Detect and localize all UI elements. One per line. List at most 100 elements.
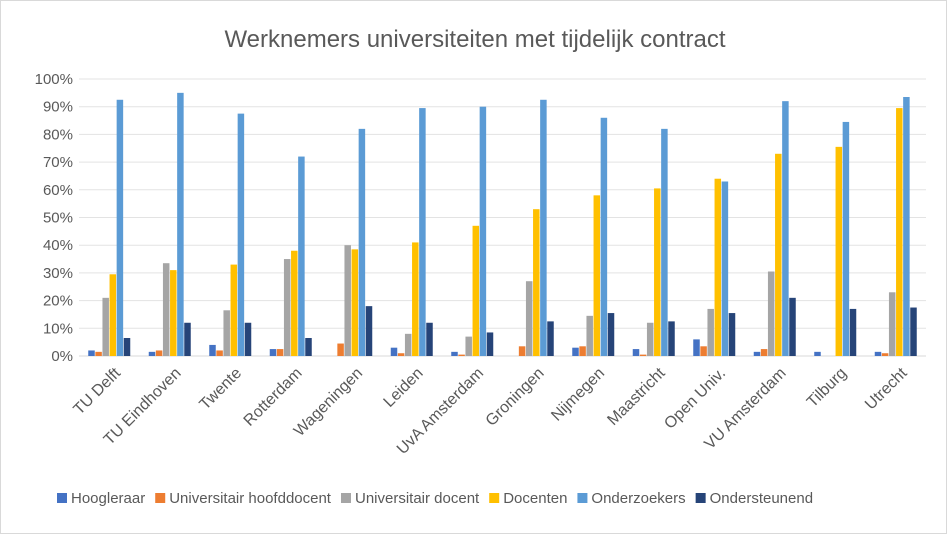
bar-onderzoekers — [419, 108, 426, 357]
bar-ondersteunend — [849, 308, 857, 356]
bar-ondersteunend — [668, 321, 675, 356]
bar-ondersteunend — [486, 332, 494, 356]
bar-hoogleraar — [693, 339, 700, 356]
bar-universitair-hoofddocent — [579, 346, 586, 356]
bar-universitair-hoofddocent — [155, 350, 163, 356]
bar-docenten — [109, 274, 117, 356]
bar-ondersteunend — [547, 321, 554, 356]
bar-universitair-docent — [707, 308, 714, 356]
bar-ondersteunend — [305, 337, 312, 356]
bar-docenten — [714, 178, 722, 356]
y-tick-label: 70% — [43, 154, 73, 171]
bar-docenten — [351, 249, 359, 356]
bar-universitair-hoofddocent — [518, 346, 526, 356]
bar-docenten — [896, 108, 903, 357]
bar-hoogleraar — [814, 351, 821, 356]
bar-onderzoekers — [358, 128, 366, 356]
y-tick-label: 50% — [43, 210, 73, 227]
x-tick-label: Maastricht — [604, 364, 669, 429]
bar-docenten — [472, 225, 480, 356]
chart-title: Werknemers universiteiten met tijdelijk … — [224, 26, 725, 53]
x-tick-label: Nijmegen — [548, 365, 608, 425]
bar-onderzoekers — [661, 128, 668, 356]
bar-ondersteunend — [728, 313, 736, 356]
bar-ondersteunend — [607, 313, 615, 356]
legend-label: Universitair hoofddocent — [169, 490, 332, 507]
bar-docenten — [291, 250, 298, 356]
y-tick-label: 40% — [43, 237, 73, 254]
bar-universitair-hoofddocent — [639, 354, 647, 356]
bar-docenten — [593, 195, 601, 356]
bar-universitair-docent — [646, 322, 654, 356]
bar-hoogleraar — [632, 349, 640, 356]
legend-label: Universitair docent — [355, 490, 480, 507]
bar-onderzoekers — [721, 181, 729, 356]
bar-universitair-hoofddocent — [760, 349, 768, 356]
y-tick-label: 90% — [43, 99, 73, 116]
bar-hoogleraar — [148, 351, 156, 356]
bar-docenten — [412, 242, 419, 356]
bar-docenten — [533, 209, 540, 356]
bar-onderzoekers — [177, 92, 184, 356]
bar-onderzoekers — [116, 99, 124, 357]
x-tick-label: Leiden — [381, 365, 427, 411]
bar-universitair-docent — [888, 292, 896, 356]
bar-docenten — [775, 153, 782, 356]
bar-onderzoekers — [842, 121, 850, 356]
legend-swatch — [489, 493, 500, 503]
legend-swatch — [57, 493, 67, 503]
legend-label: Docenten — [503, 490, 567, 507]
bar-onderzoekers — [479, 106, 487, 356]
bar-docenten — [230, 264, 238, 356]
bar-universitair-docent — [465, 336, 472, 356]
x-tick-label: Rotterdam — [241, 365, 306, 430]
bar-hoogleraar — [874, 351, 882, 356]
bar-universitair-hoofddocent — [95, 351, 102, 356]
legend: Hoogleraar Universitair hoofddocent Univer… — [57, 490, 813, 507]
bar-hoogleraar — [209, 344, 216, 356]
bar-onderzoekers — [540, 99, 547, 357]
y-tick-label: 80% — [43, 126, 73, 143]
bar-hoogleraar — [572, 347, 579, 356]
y-tick-label: 60% — [43, 182, 73, 199]
legend-swatch — [577, 493, 588, 503]
bar-onderzoekers — [782, 101, 789, 356]
y-tick-label: 20% — [43, 293, 73, 310]
bar-universitair-docent — [162, 263, 170, 356]
x-tick-label: Groningen — [483, 365, 548, 430]
x-tick-label: TU Delft — [71, 364, 125, 418]
bar-ondersteunend — [789, 297, 796, 356]
bar-universitair-docent — [344, 245, 351, 356]
legend-swatch — [340, 493, 351, 503]
bar-onderzoekers — [903, 97, 910, 356]
bar-ondersteunend — [123, 337, 131, 356]
bar-ondersteunend — [365, 306, 373, 356]
bar-universitair-docent — [223, 310, 230, 356]
bar-universitair-docent — [102, 297, 109, 356]
bar-hoogleraar — [269, 349, 277, 356]
bar-universitair-hoofddocent — [700, 346, 707, 356]
legend-label: Ondersteunend — [710, 490, 813, 507]
x-tick-label: Tilburg — [804, 365, 850, 411]
bar-universitair-hoofddocent — [397, 353, 405, 356]
bar-universitair-docent — [283, 259, 291, 356]
bar-universitair-hoofddocent — [881, 353, 889, 356]
gridlines — [79, 78, 926, 357]
bar-universitair-hoofddocent — [276, 349, 284, 356]
bar-ondersteunend — [910, 307, 917, 356]
bar-docenten — [835, 146, 843, 356]
bar-hoogleraar — [88, 350, 95, 356]
legend-swatch — [695, 493, 706, 503]
bar-onderzoekers — [600, 117, 608, 356]
bar-ondersteunend — [426, 322, 433, 356]
x-tick-label: Utrecht — [862, 364, 911, 413]
bar-ondersteunend — [244, 322, 252, 356]
bar-hoogleraar — [390, 347, 398, 356]
bar-universitair-hoofddocent — [337, 343, 344, 356]
x-tick-label: Twente — [197, 365, 246, 414]
legend-label: Hoogleraar — [71, 490, 145, 507]
bar-ondersteunend — [184, 322, 191, 356]
y-tick-label: 10% — [43, 320, 73, 337]
